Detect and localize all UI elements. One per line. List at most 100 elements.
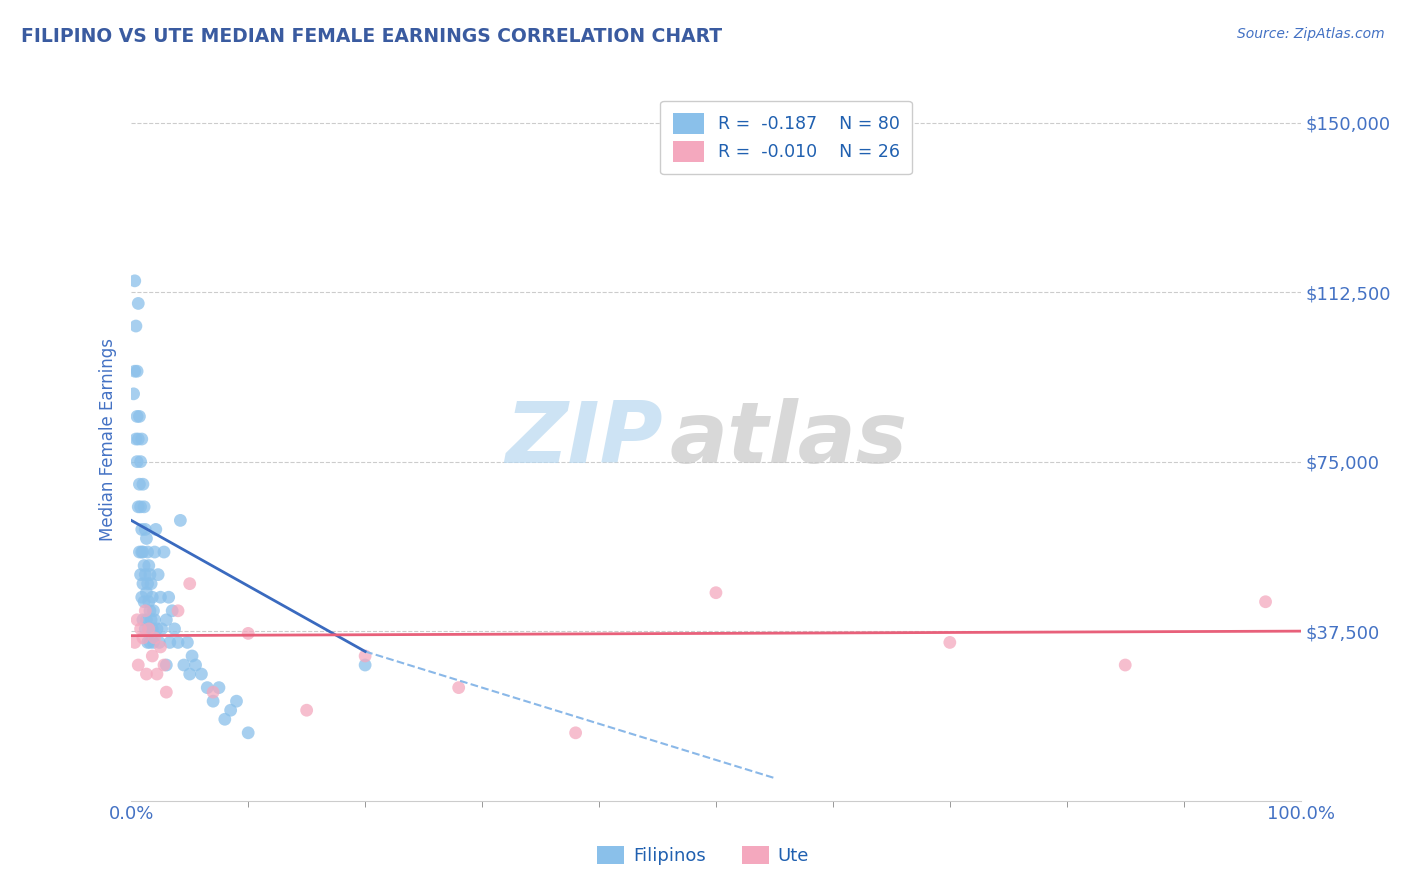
Point [176,635,198,649]
Point [160,604,183,618]
Point [169,513,191,527]
Y-axis label: Median Female Earnings: Median Female Earnings [100,337,117,541]
Point [127,432,149,446]
Point [564,726,586,740]
Point [134,622,156,636]
Point [124,364,146,378]
Point [225,694,247,708]
Point [139,576,162,591]
Point [143,631,166,645]
Point [195,681,218,695]
Point [135,585,157,599]
Text: ZIP: ZIP [506,398,664,481]
Point [153,658,176,673]
Point [163,622,186,636]
Point [202,694,225,708]
Point [128,477,150,491]
Point [219,703,242,717]
Point [238,626,260,640]
Point [125,319,148,334]
Point [135,667,157,681]
Point [127,613,149,627]
Legend: R =  -0.187    N = 80, R =  -0.010    N = 26: R = -0.187 N = 80, R = -0.010 N = 26 [661,101,912,174]
Point [127,364,149,378]
Point [139,567,162,582]
Legend: Filipinos, Ute: Filipinos, Ute [589,838,817,872]
Point [129,622,152,636]
Point [155,685,177,699]
Point [131,545,153,559]
Point [138,622,160,636]
Point [122,387,145,401]
Point [136,545,159,559]
Point [141,591,163,605]
Point [138,558,160,573]
Point [129,567,152,582]
Point [354,658,377,673]
Point [153,545,176,559]
Point [132,500,155,514]
Point [939,635,962,649]
Point [155,658,177,673]
Point [214,712,236,726]
Point [129,500,152,514]
Point [145,523,167,537]
Point [132,477,155,491]
Point [128,409,150,424]
Point [167,635,190,649]
Point [150,622,173,636]
Point [173,658,195,673]
Point [135,532,157,546]
Point [167,604,190,618]
Point [1114,658,1136,673]
Point [129,455,152,469]
Point [142,604,165,618]
Point [143,545,166,559]
Point [295,703,318,717]
Point [132,545,155,559]
Point [142,635,165,649]
Point [132,631,155,645]
Point [143,613,166,627]
Point [184,658,207,673]
Point [127,658,149,673]
Point [132,595,155,609]
Text: atlas: atlas [669,398,907,481]
Point [132,576,155,591]
Point [136,635,159,649]
Point [146,667,169,681]
Point [125,432,148,446]
Point [148,635,170,649]
Point [181,648,204,663]
Point [238,726,260,740]
Point [124,274,146,288]
Point [127,296,149,310]
Point [127,409,149,424]
Point [149,640,172,654]
Text: FILIPINO VS UTE MEDIAN FEMALE EARNINGS CORRELATION CHART: FILIPINO VS UTE MEDIAN FEMALE EARNINGS C… [21,27,723,45]
Point [127,500,149,514]
Point [179,576,201,591]
Point [131,523,153,537]
Point [155,613,177,627]
Point [136,576,159,591]
Point [159,635,181,649]
Point [354,648,377,663]
Point [447,681,470,695]
Point [141,622,163,636]
Point [149,591,172,605]
Point [128,545,150,559]
Point [139,604,162,618]
Point [138,595,160,609]
Point [141,648,163,663]
Point [138,622,160,636]
Point [208,681,231,695]
Point [139,635,162,649]
Point [127,455,149,469]
Point [132,558,155,573]
Point [190,667,212,681]
Point [139,613,162,627]
Point [132,613,155,627]
Point [146,622,169,636]
Point [135,613,157,627]
